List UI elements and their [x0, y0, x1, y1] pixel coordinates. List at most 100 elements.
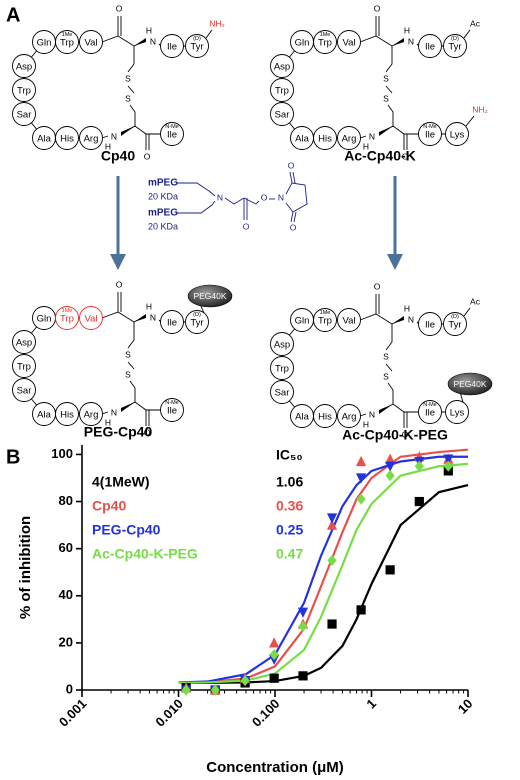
bond [385, 85, 393, 94]
residue-mod: (D) [193, 36, 201, 42]
wedge-bond [134, 314, 146, 322]
bond [101, 35, 147, 47]
residue-circle [12, 54, 36, 78]
terminal-group: NH₂ [472, 104, 488, 114]
residue-label: Ile [425, 408, 435, 419]
atom-label: O [374, 281, 381, 291]
data-point [356, 493, 366, 505]
residue-circle [445, 400, 469, 424]
legend-label: PEG-Cp40 [92, 522, 161, 538]
residue-label: Trp [318, 38, 332, 49]
legend-ic50: 0.25 [276, 522, 303, 538]
bond [205, 29, 213, 39]
bond [292, 171, 296, 184]
legend-label: Cp40 [92, 498, 126, 514]
bond [243, 197, 260, 205]
residue-circle [337, 404, 361, 428]
legend-ic50: 1.06 [276, 474, 303, 490]
terminal-group: Ac [470, 296, 481, 306]
residue-circle [270, 78, 294, 102]
atom-label: N [369, 131, 375, 141]
bond [224, 197, 245, 205]
wedge-bond [379, 404, 393, 414]
molecule-name: Cp40 [101, 148, 135, 164]
bond [385, 363, 393, 372]
data-point [327, 619, 337, 629]
residue-label: Asp [274, 62, 290, 73]
terminal-group: Ac [470, 18, 481, 28]
peg-blob [187, 284, 233, 308]
bond [177, 200, 216, 214]
residue-label: Val [84, 314, 97, 325]
residue-label: Gln [37, 314, 52, 325]
atom-label: S [125, 369, 131, 379]
residue-mod: N-Me [165, 124, 178, 130]
residue-mod: 1Me [320, 32, 331, 38]
bond [127, 46, 135, 73]
residue-label: Gln [295, 316, 310, 327]
residue-label: Sar [17, 386, 32, 397]
reagent-atom: O [290, 222, 297, 232]
data-point [298, 620, 308, 632]
reagent-atom: O [243, 221, 250, 231]
atom-label: H [404, 303, 410, 313]
residue-label: His [318, 412, 332, 423]
bond [293, 211, 297, 223]
legend-label: 4(1MeW) [92, 474, 150, 490]
residue-circle [79, 126, 103, 150]
residue-label: Trp [275, 364, 289, 375]
atom-label: N [408, 36, 414, 46]
atom-label: N [369, 409, 375, 419]
residue-label: Ala [37, 134, 51, 145]
residue-circle [443, 34, 467, 58]
residue-label: Trp [17, 86, 31, 97]
atom-label: S [125, 73, 131, 83]
residue-circle [445, 122, 469, 146]
residue-circle [270, 332, 294, 356]
bond [129, 104, 136, 126]
fit-curve [178, 455, 468, 684]
residue-mod: 1Me [320, 310, 331, 316]
residue-circle [185, 310, 209, 334]
x-tick-label: 10 [455, 696, 476, 717]
atom-label: S [125, 93, 131, 103]
bond [290, 211, 294, 223]
data-point [269, 673, 279, 683]
peg-label: PEG40K [193, 291, 226, 301]
residue-circle [270, 380, 294, 404]
y-tick-label: 20 [59, 634, 73, 649]
data-point [385, 565, 395, 575]
bond [101, 311, 147, 323]
y-tick-label: 60 [59, 540, 73, 555]
reagent-group: mPEG [148, 208, 178, 219]
residue-label: Ile [167, 42, 177, 53]
atom-label: S [383, 351, 389, 361]
atom-label: H [146, 301, 152, 311]
residue-label: Arg [84, 410, 99, 421]
panel-label: B [6, 446, 20, 468]
atom-label: O [144, 427, 151, 437]
data-point [443, 460, 453, 472]
residue-label: Tyr [190, 42, 203, 53]
residue-circle [313, 404, 337, 428]
residue-label: Trp [17, 362, 31, 373]
residue-circle [12, 378, 36, 402]
y-tick-label: 0 [66, 681, 73, 696]
residue-label: Sar [17, 110, 32, 121]
residue-circle [418, 312, 442, 336]
atom-label: N [150, 312, 156, 322]
legend-ic50: 0.47 [276, 546, 303, 562]
residue-mod: (D) [451, 36, 459, 42]
residue-circle [55, 30, 79, 54]
reagent-mass: 20 KDa [148, 191, 178, 201]
residue-mod: 1Me [62, 32, 73, 38]
residue-circle [55, 306, 79, 330]
bond [359, 413, 367, 417]
residue-label: Ile [425, 130, 435, 141]
legend-ic50: 0.36 [276, 498, 303, 514]
y-axis-label: % of inhibition [17, 516, 34, 619]
residue-label: Ile [167, 318, 177, 329]
residue-label: Lys [450, 130, 465, 141]
residue-label: Ile [425, 320, 435, 331]
